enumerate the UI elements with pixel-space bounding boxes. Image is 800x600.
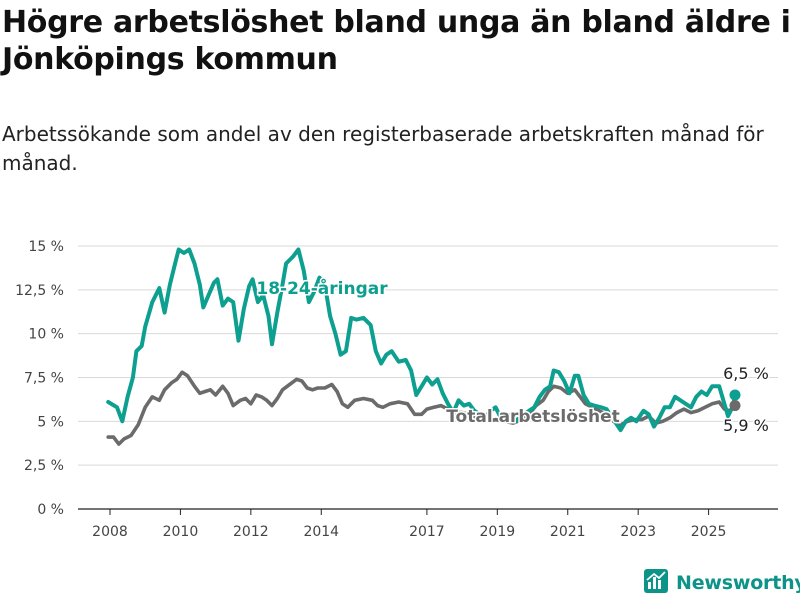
total-end-label: 5,9 %	[723, 416, 769, 435]
youth-series-line	[106, 247, 737, 433]
chart-title: Högre arbetslöshet bland unga än bland ä…	[2, 5, 791, 77]
y-tick-label: 0 %	[37, 502, 64, 518]
x-tick-label: 2014	[303, 524, 339, 540]
x-tick-label: 2019	[480, 524, 516, 540]
y-tick-label: 5 %	[37, 414, 64, 430]
y-tick-label: 7,5 %	[24, 371, 64, 387]
x-tick-label: 2023	[620, 524, 656, 540]
total-endpoint	[729, 400, 741, 412]
x-tick-label: 2008	[92, 524, 128, 540]
y-tick-label: 10 %	[28, 327, 64, 343]
newsworthy-wordmark: Newsworthy	[676, 572, 800, 594]
youth-end-label: 6,5 %	[723, 364, 769, 383]
x-tick-label: 2010	[163, 524, 199, 540]
newsworthy-brand[interactable]: Newsworthy	[643, 568, 800, 598]
x-tick-label: 2021	[550, 524, 586, 540]
x-tick-label: 2017	[409, 524, 445, 540]
newsworthy-logo-icon	[643, 568, 669, 598]
y-tick-label: 2,5 %	[24, 458, 64, 474]
y-tick-label: 12,5 %	[15, 283, 64, 299]
total-series-label: Total arbetslöshet	[446, 407, 620, 427]
youth-series-label: 18-24-åringar	[256, 277, 388, 299]
youth-endpoint	[729, 389, 741, 401]
y-tick-label: 15 %	[28, 239, 64, 255]
x-tick-label: 2012	[233, 524, 269, 540]
chart-subtitle: Arbetssökande som andel av den registerb…	[2, 122, 764, 175]
x-tick-label: 2025	[691, 524, 727, 540]
